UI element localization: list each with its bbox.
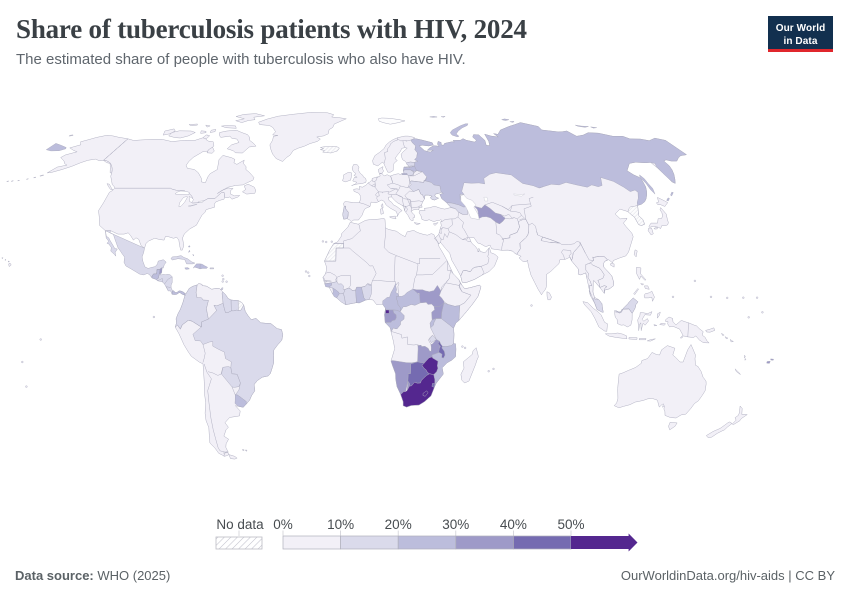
svg-text:10%: 10% <box>327 517 354 532</box>
svg-text:30%: 30% <box>442 517 469 532</box>
svg-text:20%: 20% <box>385 517 412 532</box>
svg-text:0%: 0% <box>273 517 293 532</box>
svg-text:50%: 50% <box>557 517 584 532</box>
svg-text:No data: No data <box>216 517 264 532</box>
svg-text:40%: 40% <box>500 517 527 532</box>
